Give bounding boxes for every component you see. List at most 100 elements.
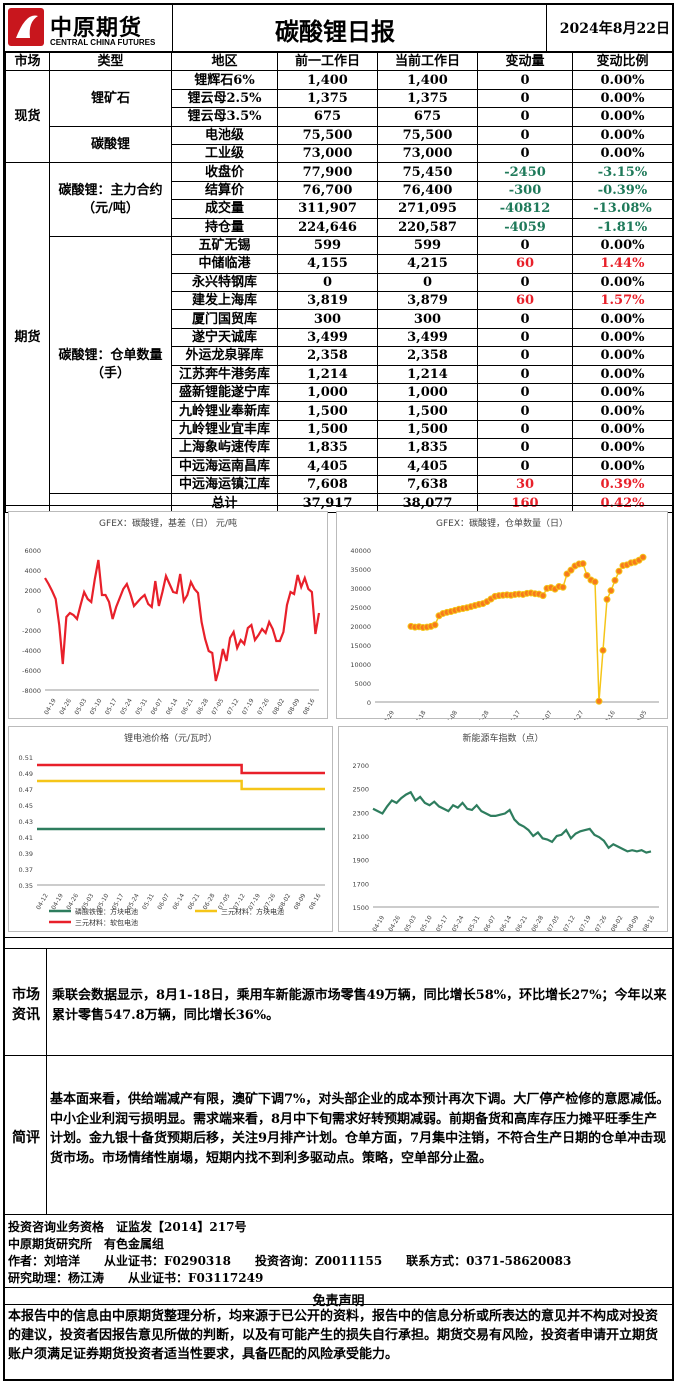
- x-tick-label: 07-07: [539, 709, 554, 720]
- logo-mark-icon: [8, 8, 44, 46]
- table-cell: 0: [477, 383, 573, 403]
- y-tick-label: 2300: [352, 809, 369, 817]
- x-tick-label: 05-31: [467, 914, 482, 933]
- x-tick-label: 05-08: [444, 709, 459, 720]
- x-tick-label: 07-26: [594, 914, 609, 933]
- table-cell: 0: [477, 107, 573, 127]
- table-cell: 160: [477, 493, 573, 513]
- x-tick-label: 04-18: [413, 709, 428, 720]
- table-row: 九岭锂业奉新库 1,500 1,500 0 0.00%: [6, 401, 673, 421]
- column-header: 变动量: [477, 51, 573, 72]
- commentary-label: 简评: [12, 1130, 40, 1146]
- y-tick-label: 1900: [352, 857, 369, 865]
- x-tick-label: 06-21: [187, 892, 202, 911]
- table-cell: 0: [477, 327, 573, 348]
- table-cell: 75,500: [377, 125, 478, 145]
- warehouse-point: [595, 697, 603, 705]
- table-cell: 0: [477, 346, 573, 366]
- x-tick-label: 07-12: [562, 914, 577, 933]
- page-frame: [3, 3, 674, 1381]
- table-cell: -13.08%: [572, 199, 673, 219]
- x-tick-label: 05-10: [89, 697, 104, 716]
- table-cell: 0.00%: [572, 70, 673, 90]
- table-row: 中储临港 4,155 4,215 60 1.44%: [6, 254, 673, 274]
- logo-cn: 中原期货: [50, 16, 143, 41]
- x-tick-label: 07-27: [571, 709, 586, 720]
- column-header: 当前工作日: [377, 51, 478, 72]
- y-tick-label: 20000: [350, 623, 371, 631]
- table-cell: 300: [277, 309, 378, 329]
- table-cell: -0.39%: [572, 180, 673, 201]
- x-tick-label: 05-28: [476, 709, 491, 720]
- warehouse-point: [639, 553, 647, 561]
- nev-index-chart: 新能源车指数（点） 2700 2500 2300 2100 1900 1700 1500 04…: [338, 726, 668, 933]
- table-cell: 0.39%: [572, 474, 673, 495]
- y-tick-label: 0.41: [19, 834, 33, 842]
- table-cell: -40812: [477, 199, 573, 219]
- disclaimer-title: 免责声明: [312, 1294, 365, 1309]
- table-cell: 37,917: [277, 493, 378, 513]
- battery-price-chart: 锂电池价格（元/瓦时） 0.51 0.49 0.47 0.45 0.43 0.41 0.39…: [8, 726, 333, 932]
- basis-series-line: [44, 559, 321, 682]
- table-cell: 0: [477, 456, 573, 476]
- region-cell: 结算价: [171, 180, 278, 201]
- y-tick-label: 0.39: [19, 850, 33, 858]
- type-cell: 碳酸锂：仓单数量（手）: [49, 235, 172, 495]
- disclaimer-text: 本报告中的信息由中原期货整理分析，均来源于已公开的资料，报告中的信息分析或所表达…: [8, 1309, 659, 1362]
- x-tick-label: 08-16: [641, 914, 656, 933]
- column-header: 市场: [5, 51, 50, 72]
- table-cell: 1,500: [277, 419, 378, 440]
- table-cell: 4,405: [277, 456, 378, 476]
- table-cell: 0.00%: [572, 401, 673, 421]
- y-tick-label: 1500: [352, 904, 369, 912]
- table-row: 碳酸锂 电池级 75,500 75,500 0 0.00%: [6, 125, 673, 164]
- x-tick-label: 08-16: [302, 697, 317, 716]
- table-cell: 224,646: [277, 217, 378, 237]
- table-cell: 60: [477, 291, 573, 311]
- table-cell: 0: [477, 70, 573, 90]
- y-tick-label: 6000: [24, 547, 41, 555]
- x-tick-label: 08-09: [287, 697, 302, 716]
- region-cell: 五矿无锡: [171, 235, 278, 256]
- x-tick-label: 06-07: [150, 697, 165, 716]
- legend-label: 磷酸铁锂：方块电池: [75, 907, 138, 916]
- table-cell: 599: [277, 235, 378, 256]
- warehouse-point: [615, 567, 623, 575]
- x-tick-label: 04-19: [50, 892, 65, 911]
- region-cell: 厦门国贸库: [171, 309, 278, 329]
- table-cell: 75,500: [277, 125, 378, 145]
- table-cell: -300: [477, 180, 573, 201]
- y-tick-label: -2000: [22, 627, 41, 635]
- battery-series-line: [37, 763, 325, 775]
- table-row: 碳酸锂：仓单数量（手） 五矿无锡 599 599 0 0.00%: [6, 235, 673, 495]
- table-cell: 1,500: [277, 401, 378, 421]
- x-tick-label: 04-19: [371, 914, 386, 933]
- table-cell: 0.00%: [572, 438, 673, 458]
- table-cell: 0: [277, 272, 378, 293]
- table-cell: 1,835: [377, 438, 478, 458]
- table-cell: 0: [477, 401, 573, 421]
- region-cell: 盛新锂能遂宁库: [171, 383, 278, 403]
- region-cell: 收盘价: [171, 162, 278, 182]
- table-cell: 1,500: [377, 419, 478, 440]
- market-cell: 期货: [5, 162, 50, 513]
- warehouse-chart: GFEX：碳酸锂，仓单数量（日） 40000 35000 30000 25000 200…: [336, 511, 668, 728]
- region-cell: 锂云母3.5%: [171, 107, 278, 127]
- table-cell: 0: [477, 272, 573, 293]
- region-cell: 九岭锂业宜丰库: [171, 419, 278, 440]
- x-tick-label: 07-19: [578, 914, 593, 933]
- table-cell: 1,500: [377, 401, 478, 421]
- basis-chart-title: GFEX：碳酸锂，基差（日） 元/吨: [99, 519, 237, 529]
- x-tick-label: 08-16: [308, 892, 323, 911]
- y-tick-label: -6000: [22, 667, 41, 675]
- table-cell: 0.00%: [572, 419, 673, 440]
- footer-dept: 中原期货研究所 有色金属组: [8, 1237, 165, 1251]
- table-cell: 0.00%: [572, 383, 673, 403]
- table-cell: 1,214: [277, 364, 378, 385]
- y-tick-label: 2100: [352, 833, 369, 841]
- table-cell: 0: [477, 364, 573, 385]
- table-cell: 1.57%: [572, 291, 673, 311]
- table-cell: 675: [377, 107, 478, 127]
- region-cell: 上海象屿速传库: [171, 438, 278, 458]
- table-cell: 3,819: [277, 291, 378, 311]
